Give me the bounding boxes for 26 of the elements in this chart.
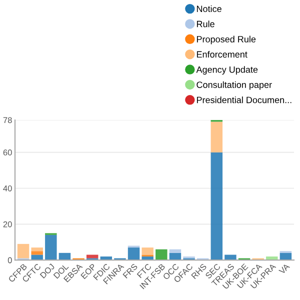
y-tick-label: 0 — [8, 257, 12, 264]
y-tick-label: 20 — [3, 221, 12, 228]
x-tick-label: VA — [278, 263, 290, 275]
y-tick-label: 40 — [3, 185, 12, 192]
bar — [31, 248, 43, 252]
bar — [128, 248, 140, 260]
legend-label: Proposed Rule — [196, 36, 256, 44]
bar — [17, 244, 30, 258]
legend-label: Consultation paper — [196, 81, 272, 90]
legend-label: Enforcement — [196, 50, 248, 58]
bar — [31, 251, 43, 255]
bar — [142, 248, 154, 255]
bar — [210, 152, 223, 260]
legend-label: Notice — [196, 5, 222, 12]
bar — [45, 234, 57, 260]
y-tick-label: 60 — [3, 150, 12, 156]
bar — [169, 249, 182, 253]
bar — [224, 254, 236, 260]
bar — [156, 249, 168, 260]
bar — [210, 122, 223, 152]
legend-label: Agency Update — [196, 66, 258, 75]
bar — [31, 254, 43, 260]
legend-label: Presidential Documen... — [196, 96, 292, 104]
legend-label: Rule — [196, 20, 214, 28]
y-tick-label: 78 — [3, 117, 12, 124]
bar — [86, 254, 98, 258]
